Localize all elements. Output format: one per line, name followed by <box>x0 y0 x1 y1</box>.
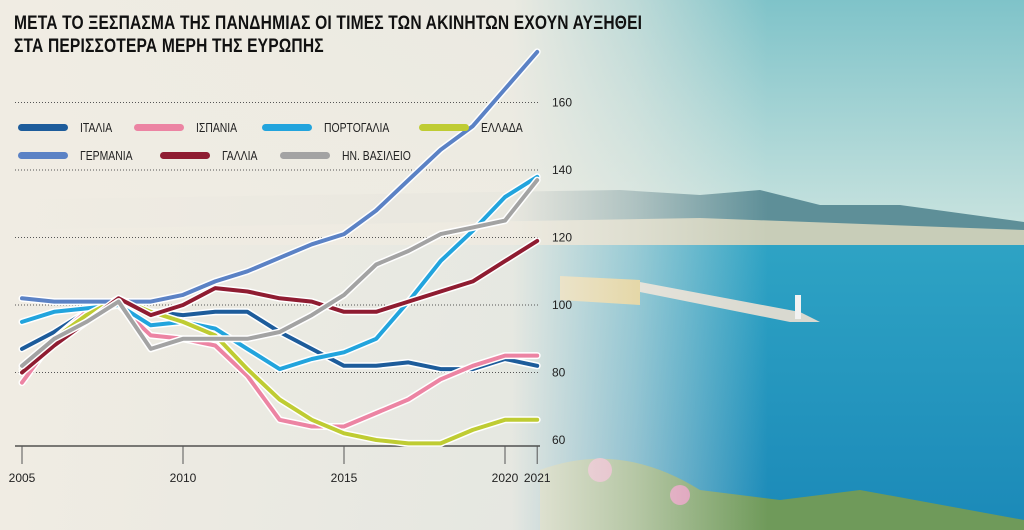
legend-swatch <box>261 123 312 131</box>
legend-item: ΗΝ. ΒΑΣΙΛΕΙΟ <box>279 147 428 163</box>
legend-item: ΠΟΡΤΟΓΑΛΙΑ <box>261 119 406 135</box>
series-line-2 <box>20 174 540 372</box>
x-tick-label: 2005 <box>9 471 36 485</box>
y-tick-label: 120 <box>552 231 572 245</box>
legend-swatch <box>18 151 68 159</box>
series-line-4 <box>20 49 540 304</box>
y-tick-label: 140 <box>552 163 572 177</box>
legend: ΙΤΑΛΙΑ ΙΣΠΑΝΙΑ ΠΟΡΤΟΓΑΛΙΑ ΕΛΛΑΔΑ ΓΕΡΜΑΝΙΑ ΓΑ… <box>18 113 578 169</box>
legend-label: ΗΝ. ΒΑΣΙΛΕΙΟ <box>341 147 411 163</box>
y-tick-label: 60 <box>552 433 566 447</box>
legend-label: ΓΑΛΛΙΑ <box>221 147 258 163</box>
x-tick-label: 2015 <box>331 471 358 485</box>
legend-item: ΓΑΛΛΙΑ <box>159 147 266 163</box>
legend-swatch <box>419 123 470 131</box>
y-tick-label: 80 <box>552 366 566 380</box>
legend-row: ΙΤΑΛΙΑ ΙΣΠΑΝΙΑ ΠΟΡΤΟΓΑΛΙΑ ΕΛΛΑΔΑ <box>18 113 578 141</box>
y-tick-label: 100 <box>552 298 572 312</box>
legend-label: ΙΤΑΛΙΑ <box>80 119 113 135</box>
legend-item: ΓΕΡΜΑΝΙΑ <box>18 148 146 163</box>
series-line-6 <box>20 178 540 368</box>
y-axis-labels: 60 80 100 120 140 160 <box>552 96 572 448</box>
legend-item: ΙΣΠΑΝΙΑ <box>134 120 247 135</box>
legend-row: ΓΕΡΜΑΝΙΑ ΓΑΛΛΙΑ ΗΝ. ΒΑΣΙΛΕΙΟ <box>18 141 578 169</box>
title-line-2: ΣΤΑ ΠΕΡΙΣΣΟΤΕΡΑ ΜΕΡΗ ΤΗΣ ΕΥΡΩΠΗΣ <box>14 36 324 57</box>
x-axis: 2005 2010 2015 2020 2021 <box>9 445 551 485</box>
x-tick-label: 2010 <box>170 471 197 485</box>
series-outline <box>18 173 541 373</box>
legend-swatch <box>279 151 330 159</box>
y-tick-label: 160 <box>552 96 572 110</box>
x-tick-label: 2021 <box>524 471 551 485</box>
legend-label: ΠΟΡΤΟΓΑΛΙΑ <box>323 119 389 135</box>
legend-swatch <box>134 123 185 131</box>
title-line-1: ΜΕΤΑ ΤΟ ΞΕΣΠΑΣΜΑ ΤΗΣ ΠΑΝΔΗΜΙΑΣ ΟΙ ΤΙΜΕΣ … <box>14 13 643 34</box>
series-outline <box>18 176 541 370</box>
legend-swatch <box>18 123 68 131</box>
legend-label: ΓΕΡΜΑΝΙΑ <box>80 147 133 163</box>
legend-item: ΕΛΛΑΔΑ <box>419 120 533 135</box>
series-lines <box>18 48 541 447</box>
legend-label: ΕΛΛΑΔΑ <box>481 119 523 135</box>
legend-item: ΙΤΑΛΙΑ <box>18 120 120 135</box>
legend-label: ΙΣΠΑΝΙΑ <box>196 119 238 135</box>
series-outline <box>18 48 541 306</box>
legend-swatch <box>159 151 210 159</box>
chart-title: ΜΕΤΑ ΤΟ ΞΕΣΠΑΣΜΑ ΤΗΣ ΠΑΝΔΗΜΙΑΣ ΟΙ ΤΙΜΕΣ … <box>14 12 642 58</box>
x-tick-label: 2020 <box>492 471 519 485</box>
